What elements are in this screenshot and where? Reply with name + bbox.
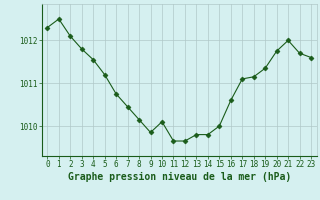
X-axis label: Graphe pression niveau de la mer (hPa): Graphe pression niveau de la mer (hPa) <box>68 172 291 182</box>
